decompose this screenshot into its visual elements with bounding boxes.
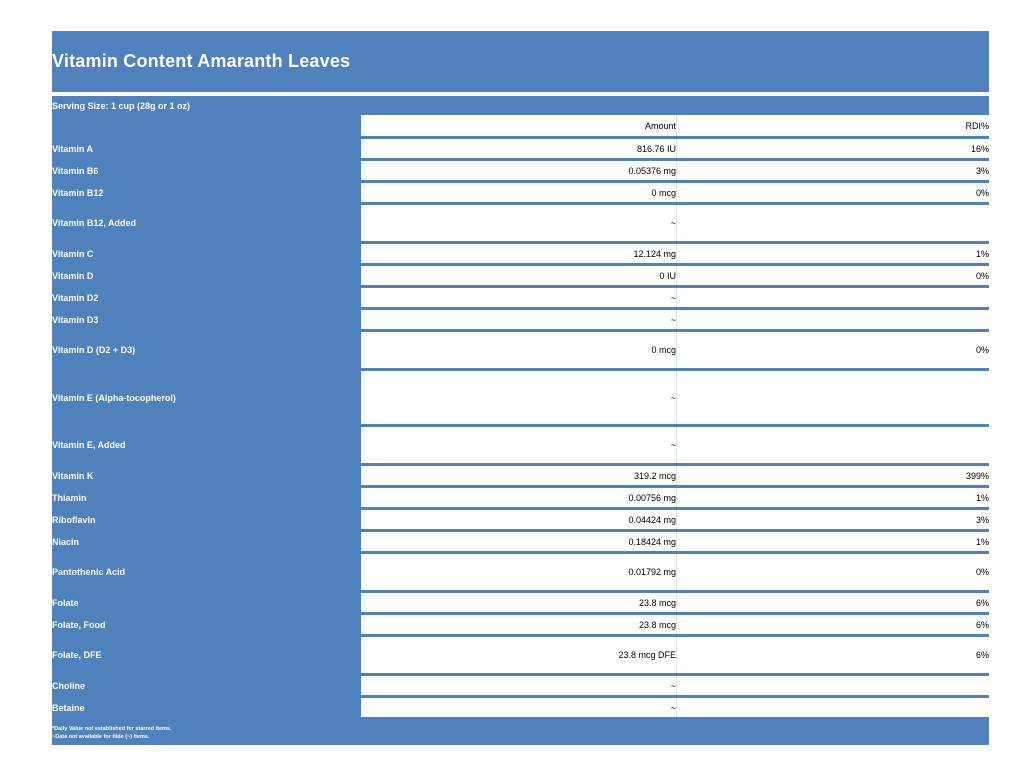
nutrient-amount: 0 mcg [363,332,677,368]
nutrient-amount: 0.01792 mg [363,554,677,590]
title-bar: Vitamin Content Amaranth Leaves [52,31,989,92]
table-row: Folate 23.8 mcg 6% [52,593,989,615]
nutrient-rdi [677,676,989,695]
header-amount-cell: Amount [363,115,677,136]
serving-size-label: Serving Size: 1 cup (28g or 1 oz) [52,100,191,111]
table-row: Vitamin A 816.76 IU 16% [52,139,989,161]
header-rdi-cell: RDI% [677,115,989,136]
nutrient-rdi: 0% [677,554,989,590]
table-row: Folate, DFE 23.8 mcg DFE 6% [52,637,989,676]
table-row: Vitamin B12, Added ~ [52,205,989,244]
nutrient-name: Folate, DFE [52,637,363,673]
divider [52,92,989,96]
nutrient-rdi [677,288,989,307]
table-row: Folate, Food 23.8 mcg 6% [52,615,989,637]
nutrient-rdi: 1% [677,244,989,263]
nutrient-rdi: 0% [677,183,989,202]
nutrient-rdi: 6% [677,637,989,673]
nutrient-amount: 23.8 mcg [363,593,677,612]
nutrient-rdi: 3% [677,510,989,529]
nutrient-name: Choline [52,676,363,695]
nutrient-rdi [677,698,989,717]
table-row: Vitamin E, Added ~ [52,427,989,466]
nutrient-rdi: 399% [677,466,989,485]
nutrient-amount: 319.2 mcg [363,466,677,485]
nutrient-name: Vitamin D2 [52,288,363,307]
table-row: Betaine ~ [52,698,989,720]
nutrient-rdi: 6% [677,615,989,634]
table-row: Vitamin B12 0 mcg 0% [52,183,989,205]
nutrient-rdi: 0% [677,266,989,285]
table-row: Choline ~ [52,676,989,698]
nutrient-rdi: 1% [677,532,989,551]
nutrient-amount: 0.04424 mg [363,510,677,529]
nutrient-amount: ~ [363,288,677,307]
table-row: Thiamin 0.00756 mg 1% [52,488,989,510]
nutrient-name: Vitamin E, Added [52,427,363,463]
nutrient-amount: 0.18424 mg [363,532,677,551]
nutrient-rdi: 0% [677,332,989,368]
nutrient-name: Vitamin D3 [52,310,363,329]
nutrient-rdi [677,205,989,241]
table-row: Vitamin D (D2 + D3) 0 mcg 0% [52,332,989,371]
table-row: Vitamin B6 0.05376 mg 3% [52,161,989,183]
nutrient-amount: ~ [363,371,677,424]
nutrient-name: Riboflavin [52,510,363,529]
nutrient-rdi: 16% [677,139,989,158]
nutrient-name: Vitamin C [52,244,363,263]
table-row: Vitamin E (Alpha-tocopherol) ~ [52,371,989,427]
table-row: Niacin 0.18424 mg 1% [52,532,989,554]
nutrient-amount: 0.00756 mg [363,488,677,507]
footnotes: *Daily Value not established for starred… [52,720,989,745]
nutrient-amount: ~ [363,698,677,717]
nutrient-amount: ~ [363,676,677,695]
nutrient-rdi: 6% [677,593,989,612]
nutrient-rdi [677,310,989,329]
table-row: Vitamin K 319.2 mcg 399% [52,466,989,488]
nutrient-amount: ~ [363,310,677,329]
nutrient-rdi: 3% [677,161,989,180]
footnote-starred: *Daily Value not established for starred… [52,726,172,732]
table-row: Vitamin D3 ~ [52,310,989,332]
nutrient-rdi [677,371,989,424]
nutrient-amount: 0 mcg [363,183,677,202]
table-row: Vitamin D 0 IU 0% [52,266,989,288]
nutrient-amount: 0 IU [363,266,677,285]
nutrient-amount: ~ [363,427,677,463]
nutrient-amount: 23.8 mcg [363,615,677,634]
column-header-amount: Amount [644,120,676,131]
serving-size-bar: Serving Size: 1 cup (28g or 1 oz) [52,96,989,115]
table-row: Vitamin D2 ~ [52,288,989,310]
nutrient-name: Vitamin A [52,139,363,158]
nutrient-name: Vitamin E (Alpha-tocopherol) [52,371,363,424]
nutrient-name: Vitamin B12 [52,183,363,202]
table-row: Pantothenic Acid 0.01792 mg 0% [52,554,989,593]
table-row: Riboflavin 0.04424 mg 3% [52,510,989,532]
nutrition-sheet: Vitamin Content Amaranth Leaves Serving … [52,31,989,745]
nutrient-amount: 12.124 mg [363,244,677,263]
nutrient-name: Pantothenic Acid [52,554,363,590]
nutrient-amount: ~ [363,205,677,241]
nutrient-name: Vitamin D (D2 + D3) [52,332,363,368]
nutrient-rdi [677,427,989,463]
header-row: Amount RDI% [52,115,989,139]
nutrient-name: Folate [52,593,363,612]
nutrient-name: Niacin [52,532,363,551]
nutrient-name: Vitamin B6 [52,161,363,180]
column-header-rdi: RDI% [965,120,989,131]
nutrient-name: Thiamin [52,488,363,507]
nutrient-name: Vitamin D [52,266,363,285]
nutrient-name: Folate, Food [52,615,363,634]
footnote-tilde: ~Data not available for tilde (~) items. [52,734,150,740]
nutrient-amount: 816.76 IU [363,139,677,158]
table-row: Vitamin C 12.124 mg 1% [52,244,989,266]
page-title: Vitamin Content Amaranth Leaves [52,51,351,71]
header-name-cell [52,115,363,136]
nutrient-name: Betaine [52,698,363,717]
nutrient-name: Vitamin K [52,466,363,485]
nutrient-amount: 23.8 mcg DFE [363,637,677,673]
nutrient-name: Vitamin B12, Added [52,205,363,241]
nutrient-rdi: 1% [677,488,989,507]
nutrient-amount: 0.05376 mg [363,161,677,180]
